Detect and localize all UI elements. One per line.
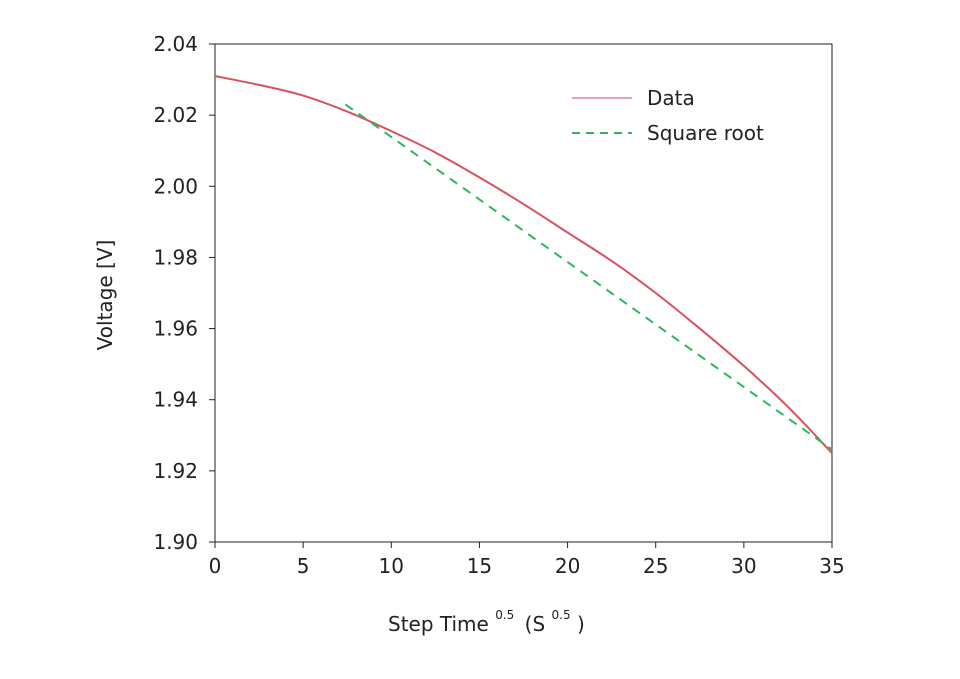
y-tick-label: 1.96 [153, 317, 198, 341]
x-tick-label: 10 [379, 554, 404, 578]
y-tick-label: 1.94 [153, 388, 198, 412]
y-tick-label: 2.04 [153, 32, 198, 56]
x-tick-label: 30 [731, 554, 756, 578]
x-axis-title: Step Time 0.5 (S 0.5 ) [388, 600, 585, 636]
x-axis-ticks: 0 5 10 15 20 25 30 35 [209, 542, 845, 578]
y-tick-label: 1.90 [153, 530, 198, 554]
legend-label-square-root: Square root [647, 121, 764, 145]
plot-area-frame [214, 43, 833, 543]
series-line-square-root [344, 103, 833, 451]
x-tick-label: 35 [819, 554, 844, 578]
series-line-data [214, 75, 833, 454]
series-layer [214, 75, 833, 454]
y-tick-label: 2.02 [153, 103, 198, 127]
x-tick-label: 20 [555, 554, 580, 578]
y-axis-title: Voltage [V] [93, 240, 117, 351]
y-tick-label: 1.98 [153, 245, 198, 269]
y-tick-label: 1.92 [153, 459, 198, 483]
x-axis-title-unit-close: ) [577, 612, 585, 636]
x-tick-label: 0 [209, 554, 222, 578]
x-tick-label: 5 [297, 554, 310, 578]
x-axis-title-unit-open: (S [525, 612, 546, 636]
legend: Data Square root [572, 86, 764, 145]
x-axis-title-main: Step Time [388, 612, 489, 636]
x-tick-label: 25 [643, 554, 668, 578]
y-axis-ticks: 1.90 1.92 1.94 1.96 1.98 2.00 2.02 2.04 [153, 32, 215, 554]
x-axis-title-exponent: 0.5 [495, 608, 514, 622]
legend-label-data: Data [647, 86, 695, 110]
x-axis-title-unit-exponent: 0.5 [552, 608, 571, 622]
y-tick-label: 2.00 [153, 174, 198, 198]
x-tick-label: 15 [467, 554, 492, 578]
